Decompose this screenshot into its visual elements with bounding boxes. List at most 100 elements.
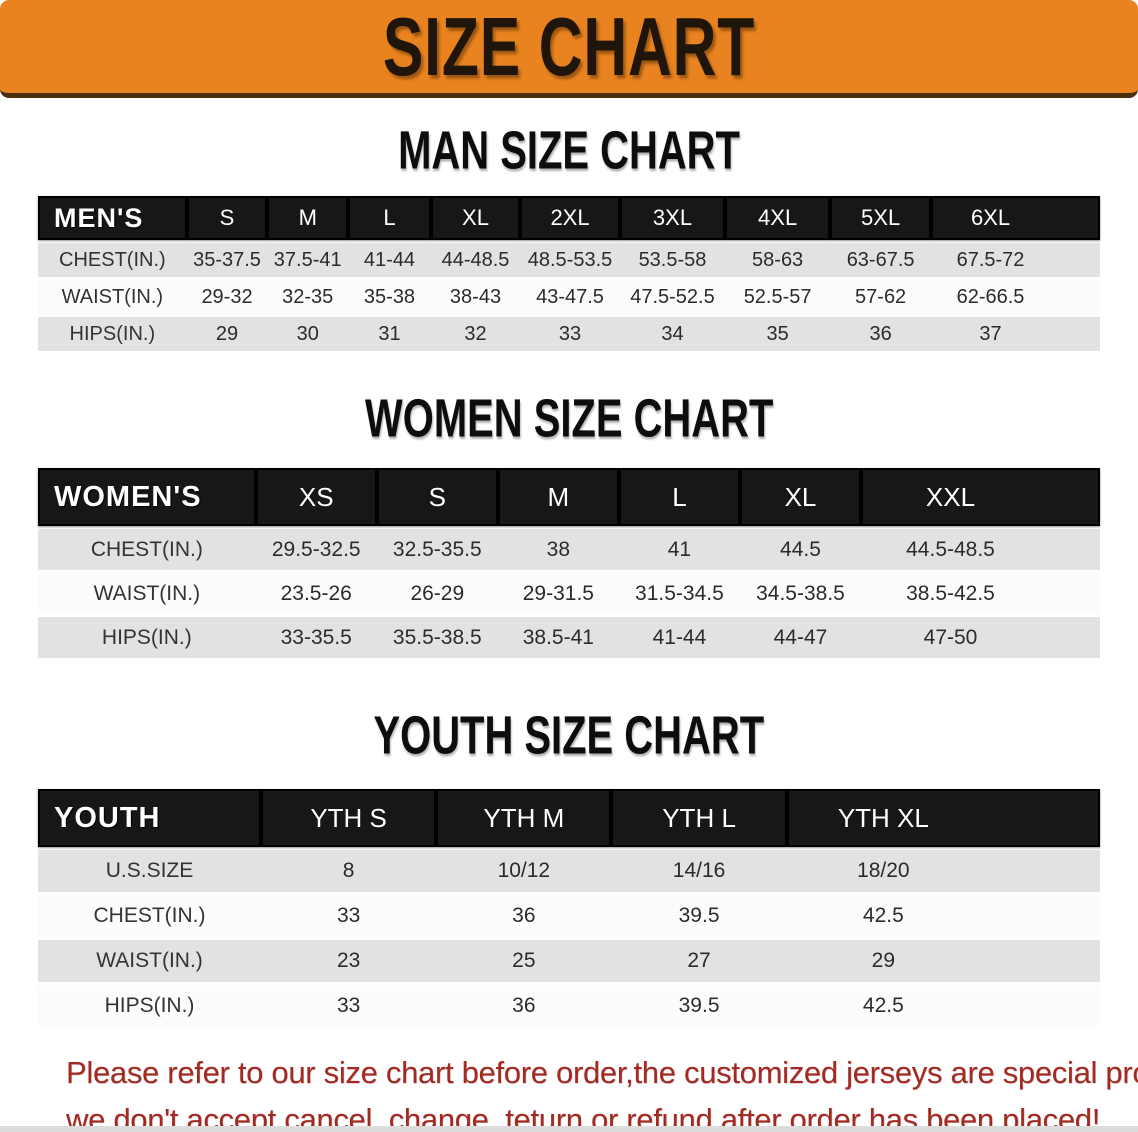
value-cell: 34.5-38.5 xyxy=(739,573,862,614)
value-cell: 29 xyxy=(186,317,268,351)
value-cell: 26-29 xyxy=(376,573,498,614)
value-cell: 39.5 xyxy=(611,985,787,1027)
mens-size-column-header: 3XL xyxy=(619,196,726,240)
value-cell: 38.5-42.5 xyxy=(861,573,1100,614)
mens-measurement-row: CHEST(IN.) 35-37.5 37.5-41 41-44 44-48.5 48.5… xyxy=(38,243,1100,277)
mens-size-column-header: S xyxy=(186,196,268,240)
value-cell: 23.5-26 xyxy=(255,573,377,614)
value-cell: 14/16 xyxy=(611,850,787,892)
value-cell: 34 xyxy=(619,317,726,351)
value-cell: 47-50 xyxy=(861,617,1100,658)
youth-section-title: YOUTH SIZE CHART xyxy=(373,704,765,765)
value-cell: 29-31.5 xyxy=(497,573,619,614)
value-cell: 53.5-58 xyxy=(619,243,726,277)
value-cell: 44-47 xyxy=(739,617,862,658)
womens-measurement-row: CHEST(IN.) 29.5-32.5 32.5-35.5 38 41 44.5 44.5… xyxy=(38,529,1100,570)
value-cell: 27 xyxy=(611,940,787,982)
value-cell: 52.5-57 xyxy=(725,280,831,314)
row-label-cell: CHEST(IN.) xyxy=(38,243,187,277)
size-chart-banner: SIZE CHART xyxy=(0,0,1138,98)
mens-size-column-header: XL xyxy=(430,196,521,240)
mens-measurement-row: HIPS(IN.) 29 30 31 32 33 34 35 36 37 xyxy=(38,317,1100,351)
row-label-cell: WAIST(IN.) xyxy=(38,940,262,982)
value-cell: 29 xyxy=(786,940,1100,982)
value-cell: 29-32 xyxy=(186,280,268,314)
value-cell: 62-66.5 xyxy=(931,280,1100,314)
row-label-cell: U.S.SIZE xyxy=(38,850,262,892)
youth-size-column-header: YTH XL xyxy=(786,789,1100,847)
value-cell: 42.5 xyxy=(786,895,1100,937)
value-cell: 44.5-48.5 xyxy=(861,529,1100,570)
row-label-cell: HIPS(IN.) xyxy=(38,317,187,351)
mens-size-column-header: M xyxy=(267,196,349,240)
value-cell: 37.5-41 xyxy=(267,243,349,277)
womens-size-column-header: L xyxy=(618,468,740,526)
value-cell: 35 xyxy=(725,317,831,351)
youth-corner-label: YOUTH xyxy=(38,789,262,847)
row-label-cell: HIPS(IN.) xyxy=(38,985,262,1027)
value-cell: 23 xyxy=(261,940,437,982)
value-cell: 41 xyxy=(618,529,740,570)
row-label-cell: CHEST(IN.) xyxy=(38,529,256,570)
value-cell: 58-63 xyxy=(725,243,831,277)
womens-section-title: WOMEN SIZE CHART xyxy=(364,387,774,448)
value-cell: 44-48.5 xyxy=(430,243,521,277)
value-cell: 38.5-41 xyxy=(497,617,619,658)
womens-measurement-row: WAIST(IN.) 23.5-26 26-29 29-31.5 31.5-34.5 34… xyxy=(38,573,1100,614)
value-cell: 39.5 xyxy=(611,895,787,937)
value-cell: 32-35 xyxy=(267,280,349,314)
value-cell: 10/12 xyxy=(436,850,612,892)
value-cell: 33 xyxy=(520,317,620,351)
mens-corner-label: MEN'S xyxy=(38,196,187,240)
youth-size-column-header: YTH M xyxy=(436,789,612,847)
womens-size-table: WOMEN'S XS S M L XL XXL CHEST(IN.) 29.5-32.5 32.5… xyxy=(38,465,1100,661)
value-cell: 30 xyxy=(267,317,349,351)
value-cell: 36 xyxy=(436,895,612,937)
bottom-edge-strip xyxy=(0,1126,1138,1132)
disclaimer-line-1: Please refer to our size chart before or… xyxy=(66,1055,1138,1090)
youth-size-table: YOUTH YTH S YTH M YTH L YTH XL U.S.SIZE 8 10/12… xyxy=(38,786,1100,1030)
womens-size-column-header: XS xyxy=(255,468,377,526)
womens-size-column-header: XL xyxy=(739,468,862,526)
value-cell: 38 xyxy=(497,529,619,570)
youth-measurement-row: U.S.SIZE 8 10/12 14/16 18/20 xyxy=(38,850,1100,892)
value-cell: 42.5 xyxy=(786,985,1100,1027)
disclaimer-note: Please refer to our size chart before or… xyxy=(38,1050,1138,1132)
value-cell: 48.5-53.5 xyxy=(520,243,620,277)
mens-measurement-row: WAIST(IN.) 29-32 32-35 35-38 38-43 43-47.5 47.… xyxy=(38,280,1100,314)
value-cell: 44.5 xyxy=(739,529,862,570)
mens-header-row: MEN'S S M L XL 2XL 3XL 4XL 5XL 6XL xyxy=(38,196,1100,240)
value-cell: 35-38 xyxy=(348,280,431,314)
value-cell: 29.5-32.5 xyxy=(255,529,377,570)
value-cell: 41-44 xyxy=(618,617,740,658)
value-cell: 8 xyxy=(261,850,437,892)
value-cell: 37 xyxy=(931,317,1100,351)
value-cell: 41-44 xyxy=(348,243,431,277)
value-cell: 36 xyxy=(436,985,612,1027)
value-cell: 18/20 xyxy=(786,850,1100,892)
mens-section-title: MAN SIZE CHART xyxy=(398,119,740,180)
value-cell: 32.5-35.5 xyxy=(376,529,498,570)
value-cell: 33-35.5 xyxy=(255,617,377,658)
mens-size-column-header: 5XL xyxy=(830,196,932,240)
mens-size-column-header: 4XL xyxy=(725,196,831,240)
banner-title: SIZE CHART xyxy=(382,0,756,93)
mens-size-column-header: 6XL xyxy=(931,196,1100,240)
womens-size-column-header: M xyxy=(497,468,619,526)
womens-size-column-header: XXL xyxy=(861,468,1100,526)
womens-header-row: WOMEN'S XS S M L XL XXL xyxy=(38,468,1100,526)
youth-measurement-row: WAIST(IN.) 23 25 27 29 xyxy=(38,940,1100,982)
womens-corner-label: WOMEN'S xyxy=(38,468,256,526)
youth-header-row: YOUTH YTH S YTH M YTH L YTH XL xyxy=(38,789,1100,847)
row-label-cell: WAIST(IN.) xyxy=(38,280,187,314)
value-cell: 35.5-38.5 xyxy=(376,617,498,658)
value-cell: 31 xyxy=(348,317,431,351)
youth-measurement-row: CHEST(IN.) 33 36 39.5 42.5 xyxy=(38,895,1100,937)
value-cell: 38-43 xyxy=(430,280,521,314)
mens-size-column-header: 2XL xyxy=(520,196,620,240)
value-cell: 36 xyxy=(830,317,932,351)
value-cell: 32 xyxy=(430,317,521,351)
youth-measurement-row: HIPS(IN.) 33 36 39.5 42.5 xyxy=(38,985,1100,1027)
value-cell: 43-47.5 xyxy=(520,280,620,314)
row-label-cell: WAIST(IN.) xyxy=(38,573,256,614)
